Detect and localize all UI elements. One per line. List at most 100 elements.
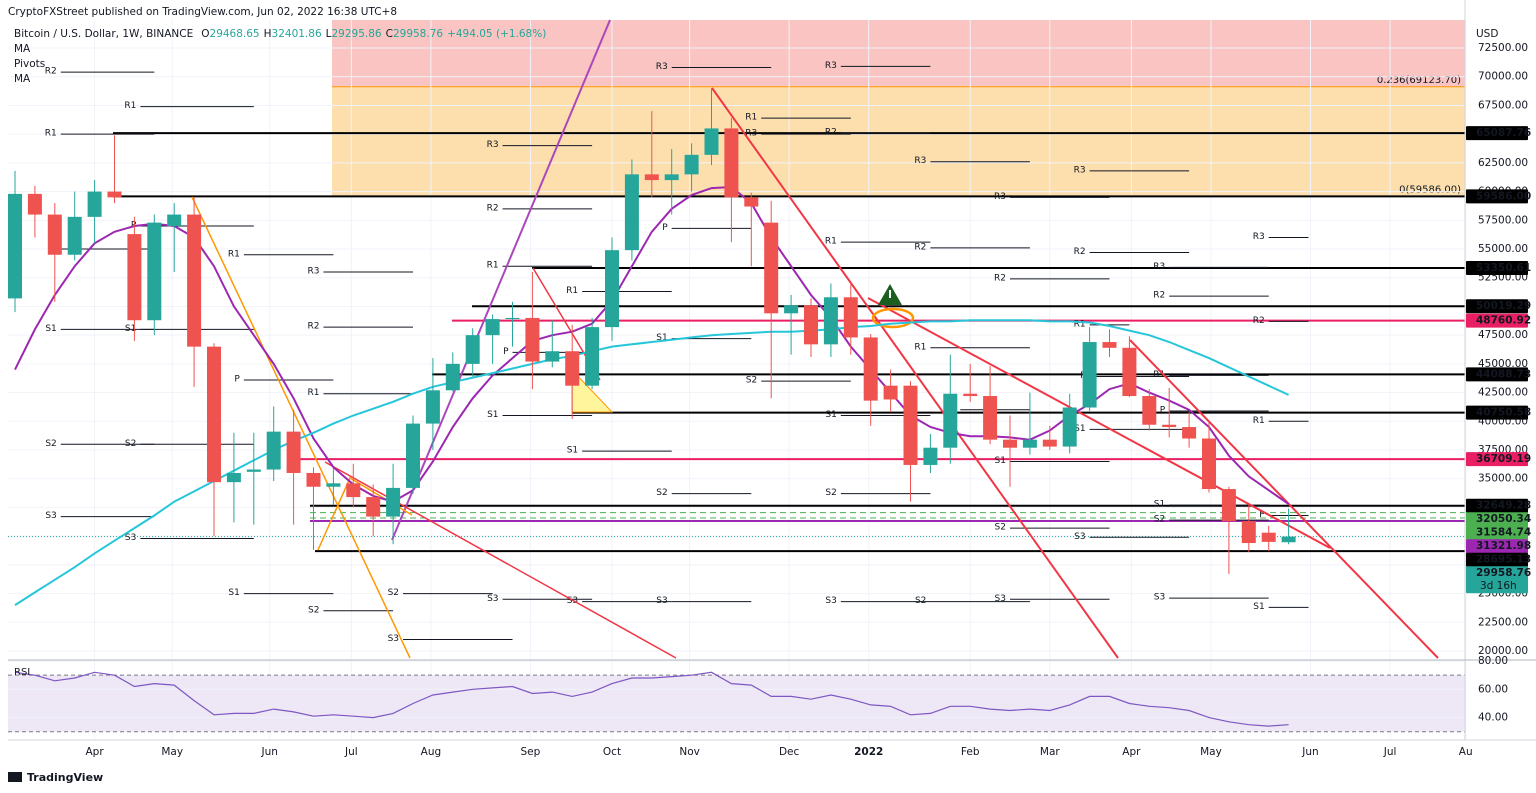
pivot-label: R2	[914, 242, 926, 252]
y-tick-label: 57500.00	[1478, 214, 1528, 226]
rsi-panel	[8, 660, 1465, 733]
y-tick-label: 45000.00	[1478, 358, 1528, 370]
x-tick-label: 2022	[854, 746, 883, 758]
y-tick-label: 22500.00	[1478, 616, 1528, 628]
pivot-label: R1	[45, 129, 57, 139]
candle-body	[127, 234, 142, 321]
level-label-bg	[1466, 498, 1528, 513]
x-tick-label: Feb	[961, 746, 980, 758]
level-label-bg	[1466, 189, 1528, 204]
level-label: 50019.29	[1476, 300, 1531, 312]
candle-body	[704, 128, 719, 155]
candle-body	[107, 191, 122, 198]
candle-body	[386, 487, 401, 517]
warning-icon	[889, 290, 891, 298]
x-tick-label: May	[1200, 746, 1222, 758]
trendline	[191, 196, 411, 659]
candle-body	[27, 193, 42, 215]
pivot-label: S2	[915, 596, 926, 606]
y-tick-label: 67500.00	[1478, 99, 1528, 111]
pivot-label: S2	[825, 488, 836, 498]
candle-body	[326, 483, 341, 487]
pivot-label: R2	[994, 273, 1006, 283]
indicator: Pivots	[14, 58, 45, 70]
candle-body	[87, 191, 102, 217]
rsi-line	[14, 671, 1289, 727]
trendline	[1129, 339, 1439, 659]
rsi-tick-label: 80.00	[1478, 655, 1508, 667]
indicator: MA	[14, 43, 31, 55]
candle-body	[943, 393, 958, 448]
candle-body	[1022, 439, 1037, 448]
y-tick-label: 20000.00	[1478, 645, 1528, 657]
pivot-label: R3	[745, 129, 757, 139]
pivot-label: S1	[1074, 424, 1085, 434]
candle-body	[1062, 407, 1077, 447]
candle-body	[843, 297, 858, 338]
pivot-label: R1	[745, 113, 757, 123]
pivot-label: R3	[1253, 232, 1265, 242]
level-label-bg	[1466, 512, 1528, 527]
level-label: 48760.92	[1476, 315, 1531, 327]
countdown: 3d 16h	[1480, 580, 1517, 592]
y-tick-label: 62500.00	[1478, 157, 1528, 169]
candle-body	[1102, 342, 1117, 348]
y-tick-label: 72500.00	[1478, 42, 1528, 54]
pivot-label: R3	[1153, 262, 1165, 272]
ohlc-prefix: H	[264, 28, 272, 40]
pivot-label: R2	[45, 67, 57, 77]
fib-zone-red	[332, 20, 1465, 87]
pivot-label: R3	[825, 61, 837, 71]
candle-body	[684, 154, 699, 175]
y-tick-label: 70000.00	[1478, 71, 1528, 83]
candle-body	[605, 250, 619, 328]
pivot-label: S2	[746, 376, 757, 386]
pivot-label: S1	[567, 446, 578, 456]
brand-logo	[8, 772, 22, 782]
candle-body	[764, 222, 779, 314]
candle-body	[505, 317, 520, 320]
candle-body	[883, 385, 898, 400]
pivot-label: S2	[1154, 515, 1165, 525]
pivot-label: R3	[914, 156, 926, 166]
level-label: 40750.58	[1476, 407, 1531, 419]
level-label: 44088.73	[1476, 368, 1531, 380]
candle-body	[445, 363, 460, 391]
y-tick-label: 42500.00	[1478, 387, 1528, 399]
pivot-label: S3	[656, 596, 667, 606]
candle-body	[1202, 438, 1216, 490]
level-label: 59586.00	[1476, 190, 1531, 202]
x-tick-label: Aug	[421, 746, 442, 758]
level-label: 32050.34	[1476, 513, 1531, 525]
level-label-bg	[1466, 313, 1528, 328]
candle-body	[545, 351, 560, 362]
pivot-label: S1	[656, 333, 667, 343]
candle-body	[983, 396, 998, 440]
candle-body	[266, 431, 281, 470]
current-price-label: 29958.76	[1476, 567, 1531, 579]
candle-body	[1082, 342, 1097, 408]
ohlc-close: 29958.76	[393, 28, 443, 40]
level-label-bg	[1466, 126, 1528, 141]
rsi-tick-label: 40.00	[1478, 712, 1508, 724]
candle-body	[903, 385, 918, 465]
level-label: 28695.13	[1476, 554, 1531, 566]
pivot-label: R1	[1253, 416, 1265, 426]
pivot-label: R2	[487, 203, 499, 213]
candle-body	[147, 222, 162, 321]
level-label: 31321.98	[1476, 540, 1531, 552]
trendline	[711, 87, 1119, 659]
trendline	[324, 461, 677, 659]
candle-body	[664, 174, 679, 181]
pivot-label: P	[662, 223, 668, 233]
ohlc-prefix: L	[326, 28, 332, 40]
fib-label: 0.236(69123.70)	[1377, 75, 1461, 86]
pivot-label: P	[1259, 510, 1265, 520]
candles	[8, 88, 1296, 575]
pivot-label: R2	[1153, 291, 1165, 301]
candle-body	[863, 337, 878, 401]
candle-body	[207, 346, 221, 483]
x-tick-label: Jul	[1383, 746, 1397, 758]
candle-body	[1261, 532, 1276, 542]
